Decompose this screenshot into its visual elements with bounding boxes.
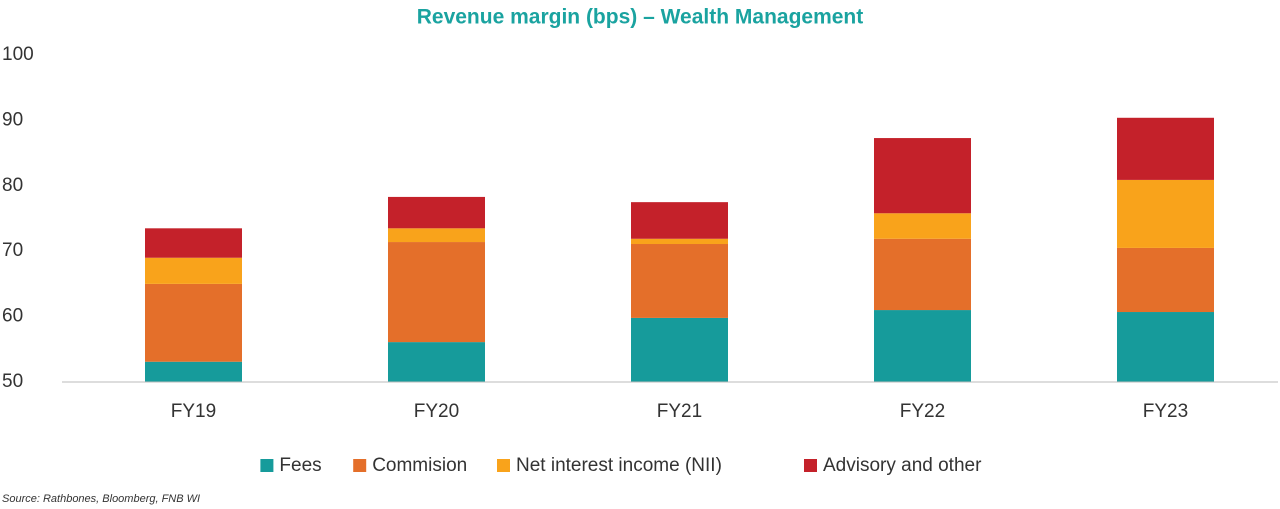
bar-segment <box>388 228 485 243</box>
bar-segment <box>1117 247 1214 313</box>
bar-segment <box>631 244 728 318</box>
x-tick-label: FY21 <box>657 401 702 422</box>
bar-segment <box>874 310 971 382</box>
bar-segment <box>145 361 242 382</box>
bar-segment <box>1117 117 1214 180</box>
y-tick-label: 70 <box>2 240 23 261</box>
x-tick-label: FY20 <box>414 401 459 422</box>
bar-segment <box>1117 179 1214 248</box>
bar-segment <box>388 196 485 229</box>
y-tick-label: 60 <box>2 306 23 327</box>
x-tick-label: FY23 <box>1143 401 1188 422</box>
bar-segment <box>1117 312 1214 382</box>
legend-label: Net interest income (NII) <box>516 455 722 476</box>
legend-label: Fees <box>279 455 321 476</box>
x-tick-label: FY19 <box>171 401 216 422</box>
bar-segment <box>388 242 485 343</box>
y-tick-label: 80 <box>2 175 23 196</box>
bar-segment <box>145 257 242 284</box>
y-tick-label: 100 <box>2 44 34 65</box>
bar-segment <box>874 238 971 311</box>
bar-segment <box>631 317 728 382</box>
bar-segment <box>874 138 971 214</box>
bar-segment <box>388 342 485 382</box>
legend-label: Commision <box>372 455 467 476</box>
y-tick-label: 50 <box>2 371 23 392</box>
legend-swatch <box>497 459 510 472</box>
legend-swatch <box>260 459 274 472</box>
source-note: Source: Rathbones, Bloomberg, FNB WI <box>2 493 200 505</box>
bar-segment <box>145 283 242 362</box>
bar-segment <box>631 238 728 245</box>
legend-swatch <box>353 459 367 472</box>
bar-segment <box>631 202 728 239</box>
y-tick-label: 90 <box>2 109 23 130</box>
bar-segment <box>874 213 971 239</box>
legend-label: Advisory and other <box>823 455 982 476</box>
chart-title: Revenue margin (bps) – Wealth Management <box>417 6 864 29</box>
x-tick-label: FY22 <box>900 401 945 422</box>
bar-segment <box>145 228 242 258</box>
legend-swatch <box>804 459 817 472</box>
